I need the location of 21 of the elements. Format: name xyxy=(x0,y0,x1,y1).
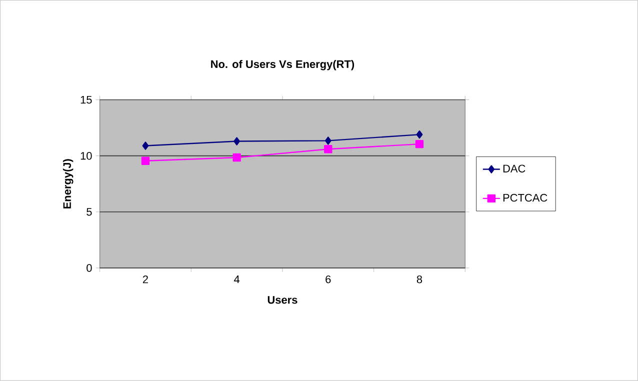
point xyxy=(415,140,424,148)
point xyxy=(234,137,240,146)
point xyxy=(232,154,241,162)
point xyxy=(141,156,150,166)
point xyxy=(324,136,332,145)
y-tick-label: 10 xyxy=(80,152,92,160)
x-axis-title: Users xyxy=(268,296,298,304)
y-axis-title: Energy(J) xyxy=(62,159,74,209)
chart-title: No. of Users Vs Energy(RT) xyxy=(211,60,354,70)
legend-label: PCTCAC xyxy=(503,194,548,202)
x-tick-label: 4 xyxy=(234,276,240,284)
y-tick-label: 15 xyxy=(80,96,92,104)
point xyxy=(142,142,149,150)
point xyxy=(416,130,423,139)
x-tick-label: 8 xyxy=(416,276,422,284)
y-tick-label: 5 xyxy=(86,208,92,216)
y-tick-label: 0 xyxy=(86,264,92,272)
legend-label: DAC xyxy=(503,164,526,173)
x-tick-label: 6 xyxy=(326,276,331,284)
x-tick-label: 2 xyxy=(142,276,148,284)
point xyxy=(324,145,332,154)
